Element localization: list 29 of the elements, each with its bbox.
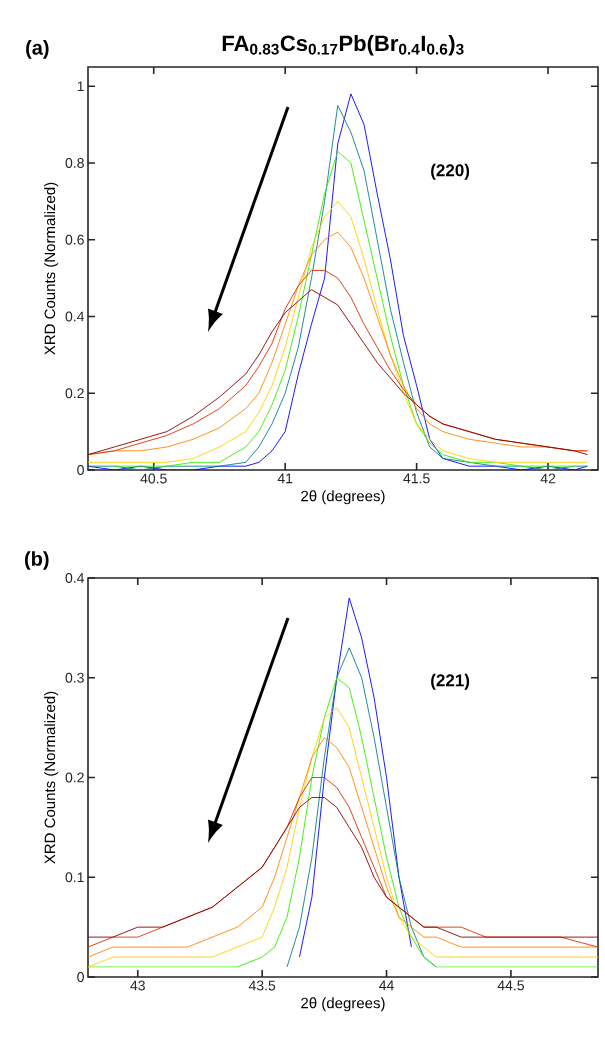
y-tick-label: 0.2 [65, 388, 84, 399]
y-tick-label: 0 [77, 465, 84, 475]
x-tick-label: 41 [277, 473, 293, 484]
x-tick-label: 43.5 [248, 980, 276, 991]
text: (a) [26, 40, 49, 59]
text: (b) [25, 551, 49, 570]
x-tick-label: 44 [379, 980, 394, 991]
line-series [299, 597, 412, 958]
y-tick-label: 0.2 [65, 772, 84, 783]
x-tick-label: 40.5 [140, 473, 167, 484]
x-axis-title: 2θ (degrees) [301, 997, 385, 1012]
x-tick-label: 44.5 [497, 980, 524, 991]
y-tick-label: 0.8 [65, 157, 84, 168]
y-tick-label: 1 [77, 81, 84, 92]
y-axis-title: XRD Counts (Normalized) [44, 182, 59, 355]
annotation: (221) [431, 673, 470, 690]
annotation: (220) [431, 163, 470, 180]
y-tick-label: 0.3 [65, 672, 84, 683]
y-tick-label: 0.1 [65, 872, 84, 883]
x-tick-label: 42 [540, 473, 556, 484]
y-axis-title: XRD Counts (Normalized) [44, 691, 59, 864]
x-tick-label: 41.5 [403, 473, 430, 484]
y-tick-label: 0 [77, 972, 84, 982]
y-tick-label: 0.4 [65, 573, 85, 583]
y-tick-label: 0.6 [65, 234, 84, 245]
y-tick-label: 0.4 [65, 311, 85, 322]
chart-title: FA$_{0.83}$Cs$_{0.17}$Pb(Br$_{0.4}$I$_{0.6}$)$_{3}$ [222, 34, 464, 56]
x-tick-label: 43 [130, 980, 145, 991]
x-axis-title: 2θ (degrees) [301, 490, 385, 505]
